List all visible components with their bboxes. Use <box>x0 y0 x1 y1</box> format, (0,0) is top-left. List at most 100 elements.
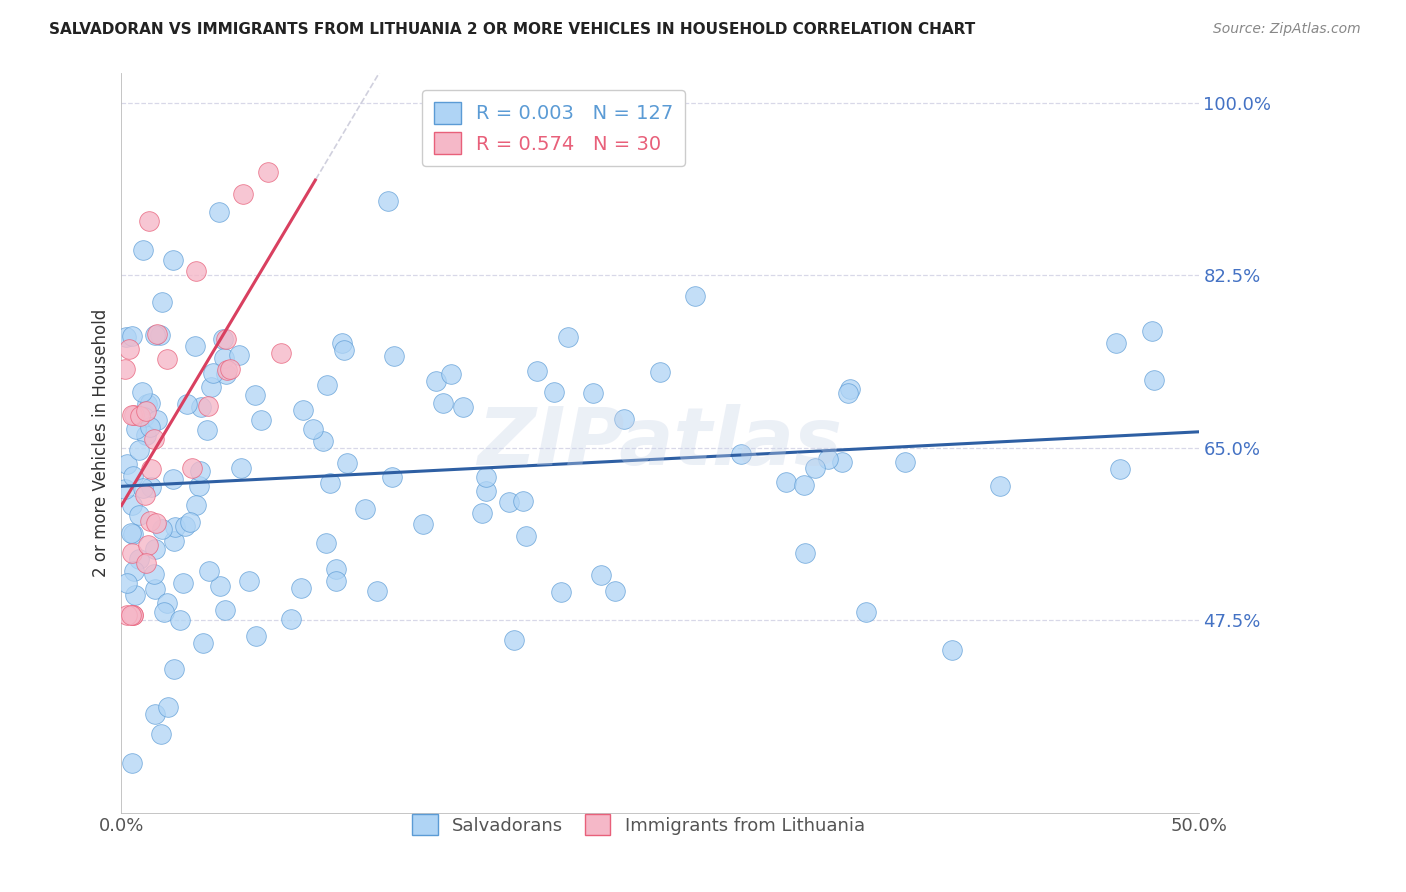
Point <box>135 556 157 570</box>
Point <box>212 351 235 365</box>
Point <box>132 244 155 258</box>
Point <box>149 327 172 342</box>
Point <box>121 608 143 623</box>
Point <box>145 516 167 530</box>
Point <box>176 396 198 410</box>
Point <box>941 643 963 657</box>
Point <box>139 420 162 434</box>
Point <box>121 498 143 512</box>
Point <box>582 385 605 400</box>
Point <box>120 525 142 540</box>
Point <box>1109 462 1132 476</box>
Point <box>325 561 347 575</box>
Point <box>228 348 250 362</box>
Point <box>114 482 136 496</box>
Point <box>139 480 162 494</box>
Point <box>475 483 498 498</box>
Point <box>333 343 356 357</box>
Point <box>315 536 337 550</box>
Point <box>128 443 150 458</box>
Point <box>115 330 138 344</box>
Point <box>122 527 145 541</box>
Point <box>377 194 399 209</box>
Point <box>245 388 267 402</box>
Point <box>197 564 219 578</box>
Point <box>120 608 142 623</box>
Point <box>648 366 671 380</box>
Point <box>290 581 312 595</box>
Point <box>138 214 160 228</box>
Point <box>232 187 254 202</box>
Point <box>128 508 150 523</box>
Point <box>550 584 572 599</box>
Point <box>138 514 160 528</box>
Point <box>157 699 180 714</box>
Point <box>186 498 208 512</box>
Point <box>121 756 143 771</box>
Legend: Salvadorans, Immigrants from Lithuania: Salvadorans, Immigrants from Lithuania <box>404 805 873 844</box>
Point <box>794 546 817 560</box>
Point <box>122 564 145 578</box>
Point <box>150 727 173 741</box>
Point <box>143 582 166 597</box>
Point <box>613 412 636 426</box>
Y-axis label: 2 or more Vehicles in Household: 2 or more Vehicles in Household <box>93 309 110 577</box>
Point <box>804 461 827 475</box>
Point <box>134 488 156 502</box>
Point <box>197 399 219 413</box>
Point <box>270 345 292 359</box>
Point <box>471 506 494 520</box>
Point <box>124 588 146 602</box>
Point <box>775 475 797 489</box>
Point <box>685 289 707 303</box>
Point <box>139 396 162 410</box>
Point <box>114 361 136 376</box>
Point <box>121 608 143 623</box>
Point <box>250 413 273 427</box>
Point <box>280 612 302 626</box>
Point <box>169 613 191 627</box>
Point <box>128 551 150 566</box>
Point <box>1142 324 1164 338</box>
Point <box>302 422 325 436</box>
Point <box>195 423 218 437</box>
Point <box>336 456 359 470</box>
Point <box>163 662 186 676</box>
Point <box>156 352 179 367</box>
Text: SALVADORAN VS IMMIGRANTS FROM LITHUANIA 2 OR MORE VEHICLES IN HOUSEHOLD CORRELAT: SALVADORAN VS IMMIGRANTS FROM LITHUANIA … <box>49 22 976 37</box>
Point <box>229 461 252 475</box>
Point <box>425 374 447 388</box>
Point <box>366 583 388 598</box>
Point <box>143 542 166 557</box>
Point <box>330 336 353 351</box>
Point <box>325 574 347 589</box>
Point <box>121 546 143 560</box>
Point <box>156 597 179 611</box>
Point <box>605 584 627 599</box>
Point <box>412 517 434 532</box>
Point <box>190 464 212 478</box>
Point <box>128 409 150 423</box>
Point <box>894 455 917 469</box>
Point <box>312 434 335 449</box>
Point <box>1104 335 1126 350</box>
Point <box>512 493 534 508</box>
Point <box>131 481 153 495</box>
Point <box>143 567 166 582</box>
Point <box>543 384 565 399</box>
Point <box>1143 373 1166 387</box>
Point <box>837 385 859 400</box>
Point <box>730 447 752 461</box>
Point <box>208 204 231 219</box>
Point <box>184 264 207 278</box>
Point <box>215 363 238 377</box>
Point <box>319 475 342 490</box>
Point <box>451 400 474 414</box>
Point <box>557 330 579 344</box>
Point <box>353 502 375 516</box>
Point <box>238 574 260 589</box>
Point <box>121 329 143 343</box>
Point <box>474 470 496 484</box>
Point <box>831 455 853 469</box>
Point <box>179 516 201 530</box>
